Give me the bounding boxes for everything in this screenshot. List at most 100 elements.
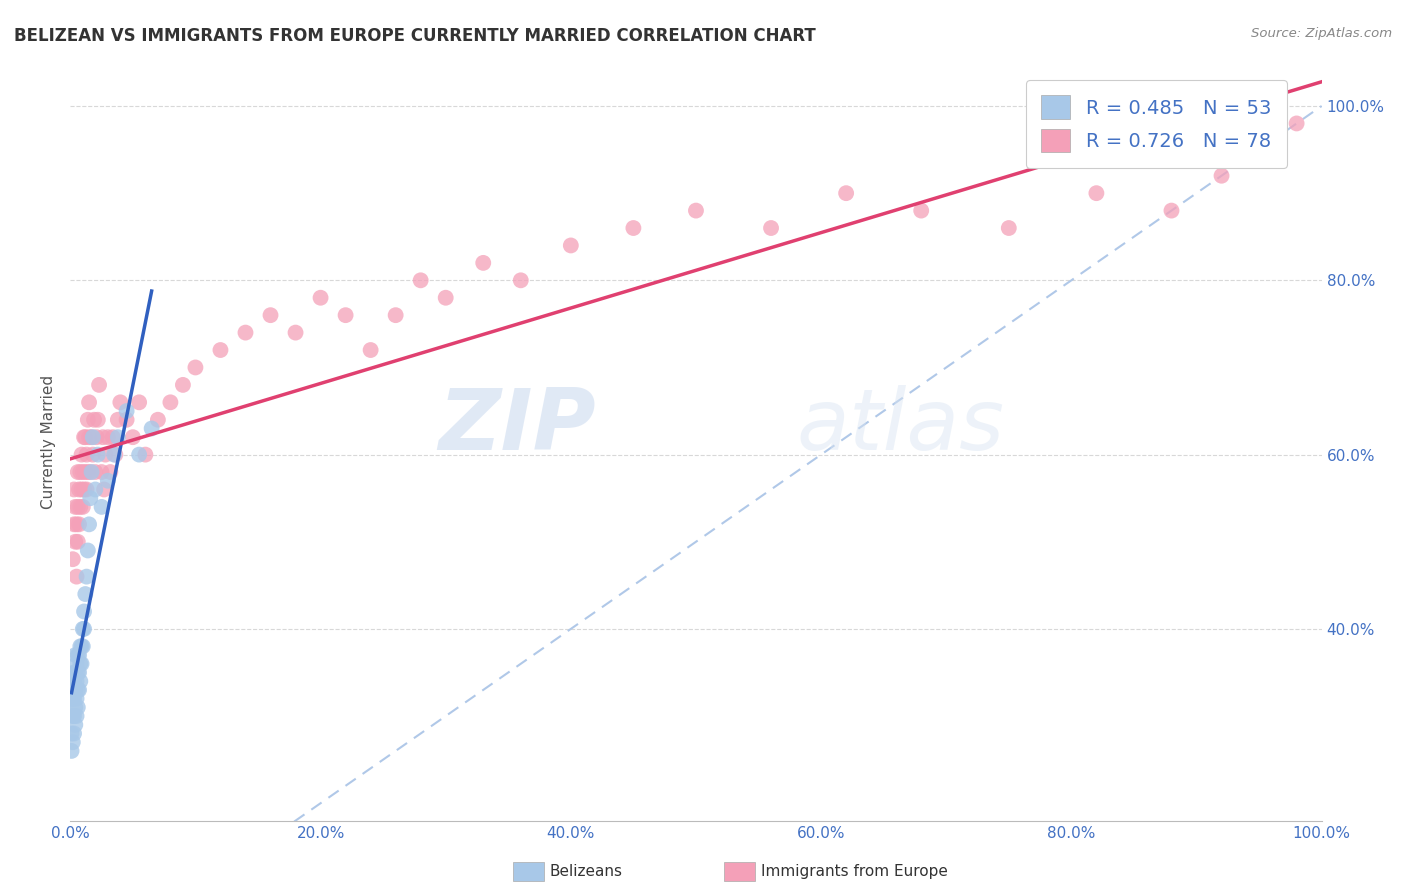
Point	[87, 448, 110, 462]
Point	[65, 534, 87, 549]
Point	[66, 648, 89, 662]
Point	[87, 377, 110, 392]
Point	[77, 517, 100, 532]
Point	[69, 674, 91, 689]
Point	[65, 718, 87, 732]
Text: BELIZEAN VS IMMIGRANTS FROM EUROPE CURRENTLY MARRIED CORRELATION CHART: BELIZEAN VS IMMIGRANTS FROM EUROPE CURRE…	[14, 27, 815, 45]
Point	[284, 326, 307, 340]
Point	[67, 483, 90, 497]
Point	[65, 665, 87, 680]
Point	[1160, 203, 1182, 218]
Point	[97, 430, 120, 444]
Point	[115, 404, 138, 418]
Point	[107, 430, 129, 444]
Point	[75, 587, 97, 601]
Point	[75, 465, 97, 479]
Point	[72, 640, 94, 654]
Point	[104, 448, 127, 462]
Point	[409, 273, 432, 287]
Legend: R = 0.485   N = 53, R = 0.726   N = 78: R = 0.485 N = 53, R = 0.726 N = 78	[1026, 79, 1286, 168]
Point	[621, 221, 644, 235]
Point	[121, 430, 145, 444]
Point	[115, 413, 138, 427]
Point	[62, 674, 84, 689]
Point	[66, 682, 89, 697]
Text: Source: ZipAtlas.com: Source: ZipAtlas.com	[1251, 27, 1392, 40]
Point	[84, 483, 107, 497]
Point	[97, 474, 120, 488]
Point	[65, 674, 87, 689]
Point	[101, 430, 124, 444]
Point	[83, 413, 105, 427]
Point	[685, 203, 707, 218]
Point	[128, 395, 150, 409]
Point	[384, 308, 406, 322]
Point	[103, 448, 125, 462]
Point	[62, 735, 84, 749]
Point	[66, 665, 89, 680]
Point	[128, 448, 150, 462]
Point	[82, 430, 104, 444]
Point	[184, 360, 207, 375]
Point	[335, 308, 357, 322]
Point	[82, 448, 104, 462]
Point	[63, 726, 86, 740]
Point	[60, 726, 83, 740]
Point	[90, 500, 112, 514]
Point	[1085, 186, 1108, 201]
Point	[141, 421, 163, 435]
Point	[63, 517, 86, 532]
Point	[997, 221, 1019, 235]
Point	[65, 569, 87, 583]
Point	[77, 395, 100, 409]
Point	[134, 448, 156, 462]
Point	[235, 326, 257, 340]
Point	[472, 256, 495, 270]
Point	[67, 648, 90, 662]
Point	[86, 430, 108, 444]
Point	[65, 709, 87, 723]
Point	[1260, 134, 1282, 148]
Point	[835, 186, 858, 201]
Point	[65, 700, 87, 714]
Point	[66, 465, 89, 479]
Point	[76, 543, 98, 558]
Point	[76, 413, 98, 427]
Point	[1211, 169, 1233, 183]
Point	[910, 203, 932, 218]
Point	[98, 465, 121, 479]
Point	[66, 534, 89, 549]
Point	[67, 517, 90, 532]
Point	[209, 343, 232, 357]
Point	[93, 483, 115, 497]
Point	[65, 517, 87, 532]
Point	[434, 291, 457, 305]
Point	[70, 483, 93, 497]
Point	[69, 500, 91, 514]
Text: Immigrants from Europe: Immigrants from Europe	[761, 864, 948, 879]
Point	[69, 465, 91, 479]
Point	[76, 448, 98, 462]
Point	[60, 744, 83, 758]
Point	[63, 691, 86, 706]
Point	[63, 665, 86, 680]
Point	[87, 413, 110, 427]
Point	[159, 395, 181, 409]
Point	[84, 465, 107, 479]
Point	[69, 640, 91, 654]
Point	[73, 605, 96, 619]
Point	[63, 709, 86, 723]
Y-axis label: Currently Married: Currently Married	[41, 375, 56, 508]
Point	[73, 483, 96, 497]
Point	[110, 395, 132, 409]
Point	[76, 483, 98, 497]
Point	[62, 691, 84, 706]
Point	[73, 622, 96, 636]
Text: ZIP: ZIP	[439, 384, 596, 468]
Point	[90, 465, 112, 479]
Point	[80, 430, 103, 444]
Point	[65, 500, 87, 514]
Point	[360, 343, 382, 357]
Point	[94, 448, 117, 462]
Point	[1285, 116, 1308, 130]
